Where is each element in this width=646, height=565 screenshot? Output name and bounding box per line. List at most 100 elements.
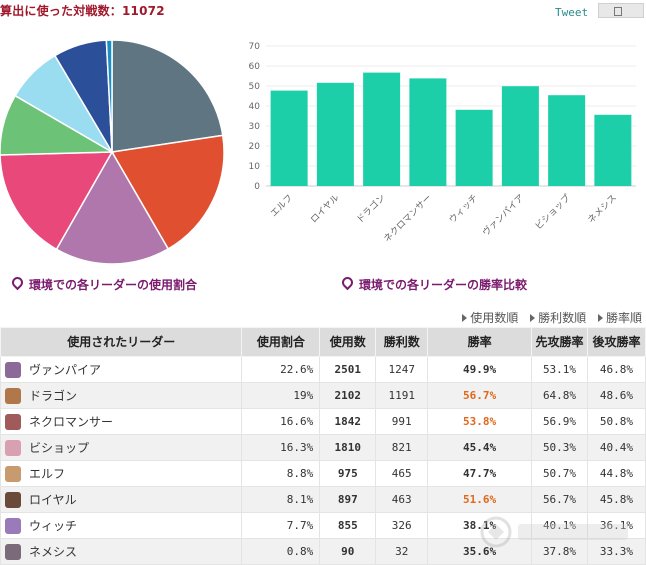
wins-cell: 465	[375, 460, 429, 487]
map-pin-icon	[339, 274, 356, 291]
wins-cell: 991	[375, 408, 429, 435]
pie-slice-2[interactable]	[110, 134, 225, 250]
x-tick-label: エルフ	[269, 193, 295, 219]
winrate-cell: 35.6%	[427, 538, 533, 565]
leader-avatar	[5, 466, 21, 483]
second-winrate-cell: 33.3%	[586, 538, 646, 565]
leader-name: ネメシス	[29, 544, 78, 559]
share-cell: 0.8%	[241, 538, 321, 565]
triangle-right-icon	[530, 314, 536, 322]
col-wins: 勝利数	[375, 327, 429, 357]
first-winrate-cell: 64.8%	[531, 382, 588, 409]
sort-by-winrate[interactable]: 勝率順	[597, 311, 642, 325]
leader-avatar	[5, 492, 21, 509]
bar-3[interactable]	[363, 72, 401, 186]
leader-name: ビショップ	[29, 440, 90, 455]
second-winrate-cell: 44.8%	[586, 460, 646, 487]
tweet-link[interactable]: Tweet	[555, 6, 589, 19]
table-row[interactable]: ビショップ 16.3% 1810 821 45.4% 50.3% 40.4%	[0, 434, 646, 461]
bar-5[interactable]	[455, 109, 493, 186]
pie-slice-8[interactable]	[105, 39, 113, 153]
x-tick-label: ドラゴン	[354, 192, 388, 226]
share-cell: 7.7%	[241, 512, 321, 539]
x-tick-label: ネクロマンサー	[382, 192, 434, 244]
leader-cell: ヴァンパイア	[0, 356, 243, 383]
uses-cell: 90	[319, 538, 377, 565]
sort-links: 使用数順 勝利数順 勝率順	[454, 309, 642, 326]
first-winrate-cell: 56.9%	[531, 408, 588, 435]
col-uses: 使用数	[319, 327, 377, 357]
first-winrate-cell: 56.7%	[531, 486, 588, 513]
leader-avatar	[5, 518, 21, 535]
y-tick-label: 0	[254, 182, 260, 192]
uses-cell: 1842	[319, 408, 377, 435]
y-tick-label: 60	[249, 62, 261, 72]
wins-cell: 326	[375, 512, 429, 539]
share-cell: 22.6%	[241, 356, 321, 383]
leader-cell: ウィッチ	[0, 512, 243, 539]
wins-cell: 821	[375, 434, 429, 461]
col-share: 使用割合	[241, 327, 321, 357]
pie-slice-1[interactable]	[111, 39, 224, 153]
table-row[interactable]: ヴァンパイア 22.6% 2501 1247 49.9% 53.1% 46.8%	[0, 356, 646, 383]
second-winrate-cell: 36.1%	[586, 512, 646, 539]
leader-name: ヴァンパイア	[29, 362, 102, 377]
sort-by-uses[interactable]: 使用数順	[462, 311, 518, 325]
leader-stats-table: 使用されたリーダー 使用割合 使用数 勝利数 勝率 先攻勝率 後攻勝率 ヴァンパ…	[0, 327, 646, 565]
leader-cell: ネメシス	[0, 538, 243, 565]
x-tick-label: ビショップ	[533, 192, 573, 232]
col-second-winrate: 後攻勝率	[586, 327, 646, 357]
watermark-logo	[480, 516, 628, 548]
share-button[interactable]	[598, 3, 644, 18]
winrate-cell: 49.9%	[427, 356, 533, 383]
second-winrate-cell: 45.8%	[586, 486, 646, 513]
col-winrate: 勝率	[427, 327, 533, 357]
y-tick-label: 30	[249, 122, 261, 132]
table-row[interactable]: ロイヤル 8.1% 897 463 51.6% 56.7% 45.8%	[0, 486, 646, 513]
bar-2[interactable]	[316, 82, 354, 186]
first-winrate-cell: 50.3%	[531, 434, 588, 461]
table-row[interactable]: ネメシス 0.8% 90 32 35.6% 37.8% 33.3%	[0, 538, 646, 565]
first-winrate-cell: 50.7%	[531, 460, 588, 487]
table-header-row: 使用されたリーダー 使用割合 使用数 勝利数 勝率 先攻勝率 後攻勝率	[0, 327, 646, 357]
leader-name: ドラゴン	[29, 388, 78, 403]
pie-slice-3[interactable]	[55, 150, 170, 265]
x-tick-label: ロイヤル	[309, 193, 341, 225]
leader-cell: ドラゴン	[0, 382, 243, 409]
leader-avatar	[5, 362, 21, 379]
page-title: 算出に使った対戦数：11072	[0, 4, 165, 18]
share-cell: 16.6%	[241, 408, 321, 435]
y-tick-label: 70	[249, 42, 261, 52]
winrate-cell: 38.1%	[427, 512, 533, 539]
pie-slice-4[interactable]	[0, 151, 114, 251]
table-row[interactable]: エルフ 8.8% 975 465 47.7% 50.7% 44.8%	[0, 460, 646, 487]
uses-cell: 1810	[319, 434, 377, 461]
second-winrate-cell: 48.6%	[586, 382, 646, 409]
bar-6[interactable]	[501, 86, 539, 186]
share-cell: 8.8%	[241, 460, 321, 487]
bar-7[interactable]	[548, 95, 586, 186]
leader-name: ロイヤル	[29, 492, 77, 507]
document-icon	[614, 7, 622, 16]
table-row[interactable]: ネクロマンサー 16.6% 1842 991 53.8% 56.9% 50.8%	[0, 408, 646, 435]
second-winrate-cell: 40.4%	[586, 434, 646, 461]
uses-cell: 897	[319, 486, 377, 513]
sort-by-wins[interactable]: 勝利数順	[530, 311, 586, 325]
uses-cell: 2102	[319, 382, 377, 409]
table-row[interactable]: ドラゴン 19% 2102 1191 56.7% 64.8% 48.6%	[0, 382, 646, 409]
x-tick-label: ネメシス	[586, 192, 619, 225]
bar-1[interactable]	[270, 90, 308, 186]
triangle-right-icon	[462, 314, 468, 322]
share-cell: 8.1%	[241, 486, 321, 513]
winrate-cell: 56.7%	[427, 382, 533, 409]
leader-name: ウィッチ	[29, 518, 78, 533]
y-tick-label: 10	[249, 162, 261, 172]
first-winrate-cell: 40.1%	[531, 512, 588, 539]
triangle-right-icon	[597, 314, 603, 322]
leader-cell: ビショップ	[0, 434, 243, 461]
wins-cell: 1247	[375, 356, 429, 383]
bar-4[interactable]	[409, 78, 447, 186]
bar-8[interactable]	[594, 114, 632, 186]
